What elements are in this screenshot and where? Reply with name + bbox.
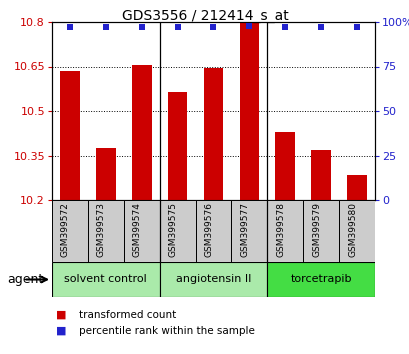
Text: GSM399572: GSM399572: [61, 202, 70, 257]
Text: ■: ■: [56, 326, 66, 336]
Text: GSM399574: GSM399574: [133, 202, 142, 257]
Bar: [88, 200, 124, 262]
Bar: [275, 132, 294, 200]
Bar: [231, 200, 267, 262]
Text: GSM399575: GSM399575: [168, 202, 177, 257]
Text: torcetrapib: torcetrapib: [290, 274, 351, 285]
Bar: [195, 200, 231, 262]
Text: GSM399576: GSM399576: [204, 202, 213, 257]
Text: transformed count: transformed count: [79, 310, 175, 320]
Bar: [303, 200, 338, 262]
Text: percentile rank within the sample: percentile rank within the sample: [79, 326, 254, 336]
Bar: [159, 200, 195, 262]
Bar: [267, 200, 303, 262]
Bar: [52, 262, 159, 297]
Text: GSM399577: GSM399577: [240, 202, 249, 257]
Bar: [167, 92, 187, 200]
Bar: [346, 175, 366, 200]
Text: GSM399578: GSM399578: [276, 202, 285, 257]
Bar: [338, 200, 374, 262]
Bar: [239, 23, 258, 200]
Text: GSM399573: GSM399573: [97, 202, 106, 257]
Bar: [60, 71, 80, 200]
Text: solvent control: solvent control: [64, 274, 147, 285]
Text: GSM399580: GSM399580: [347, 202, 356, 257]
Bar: [310, 150, 330, 200]
Bar: [124, 200, 159, 262]
Text: agent: agent: [7, 273, 44, 286]
Bar: [132, 65, 151, 200]
Bar: [267, 262, 374, 297]
Text: ■: ■: [56, 310, 66, 320]
Bar: [96, 148, 115, 200]
Text: GDS3556 / 212414_s_at: GDS3556 / 212414_s_at: [121, 9, 288, 23]
Text: GSM399579: GSM399579: [311, 202, 320, 257]
Bar: [52, 200, 88, 262]
Bar: [203, 68, 223, 200]
Bar: [159, 262, 267, 297]
Text: angiotensin II: angiotensin II: [175, 274, 251, 285]
